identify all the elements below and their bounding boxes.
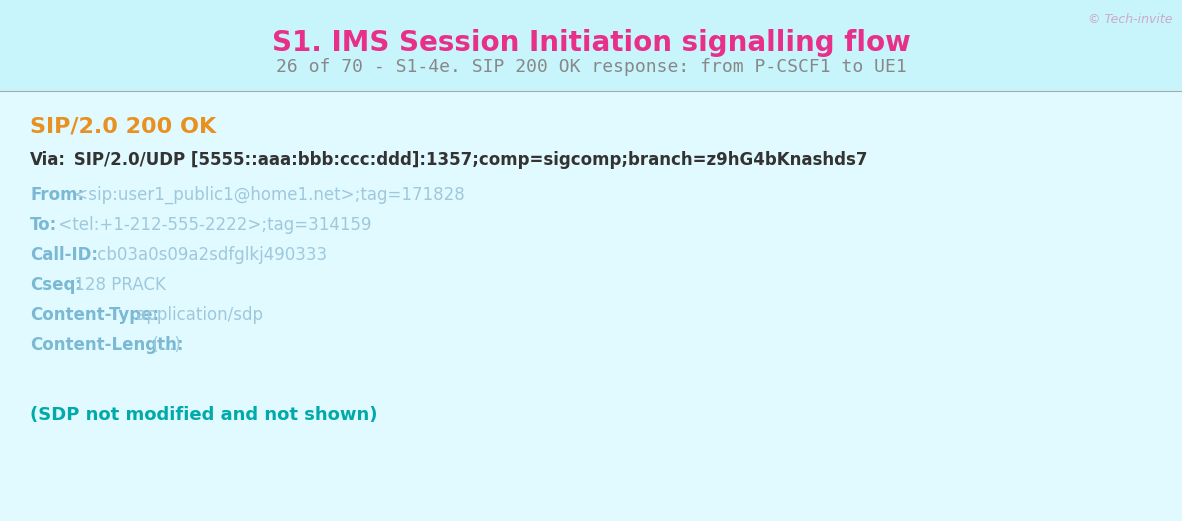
Text: SIP/2.0/UDP [5555::aaa:bbb:ccc:ddd]:1357;comp=sigcomp;branch=z9hG4bKnashds7: SIP/2.0/UDP [5555::aaa:bbb:ccc:ddd]:1357… bbox=[69, 151, 868, 169]
Text: (SDP not modified and not shown): (SDP not modified and not shown) bbox=[30, 406, 377, 424]
Text: <tel:+1-212-555-2222>;tag=314159: <tel:+1-212-555-2222>;tag=314159 bbox=[53, 216, 372, 234]
Text: 128 PRACK: 128 PRACK bbox=[69, 276, 165, 294]
Text: <sip:user1_public1@home1.net>;tag=171828: <sip:user1_public1@home1.net>;tag=171828 bbox=[69, 186, 465, 204]
Text: S1. IMS Session Initiation signalling flow: S1. IMS Session Initiation signalling fl… bbox=[272, 29, 910, 57]
Text: Content-Length:: Content-Length: bbox=[30, 336, 183, 354]
Text: Call-ID:: Call-ID: bbox=[30, 246, 98, 264]
Text: application/sdp: application/sdp bbox=[131, 306, 264, 324]
Text: Cseq:: Cseq: bbox=[30, 276, 82, 294]
Text: SIP/2.0 200 OK: SIP/2.0 200 OK bbox=[30, 116, 216, 136]
Text: © Tech-invite: © Tech-invite bbox=[1087, 13, 1173, 26]
Text: 26 of 70 - S1-4e. SIP 200 OK response: from P-CSCF1 to UE1: 26 of 70 - S1-4e. SIP 200 OK response: f… bbox=[275, 58, 907, 76]
Text: cb03a0s09a2sdfglkj490333: cb03a0s09a2sdfglkj490333 bbox=[92, 246, 327, 264]
Text: From:: From: bbox=[30, 186, 84, 204]
Text: To:: To: bbox=[30, 216, 57, 234]
Text: Content-Type:: Content-Type: bbox=[30, 306, 160, 324]
Text: Via:: Via: bbox=[30, 151, 66, 169]
FancyBboxPatch shape bbox=[0, 0, 1182, 91]
Text: (...): (...) bbox=[147, 336, 181, 354]
